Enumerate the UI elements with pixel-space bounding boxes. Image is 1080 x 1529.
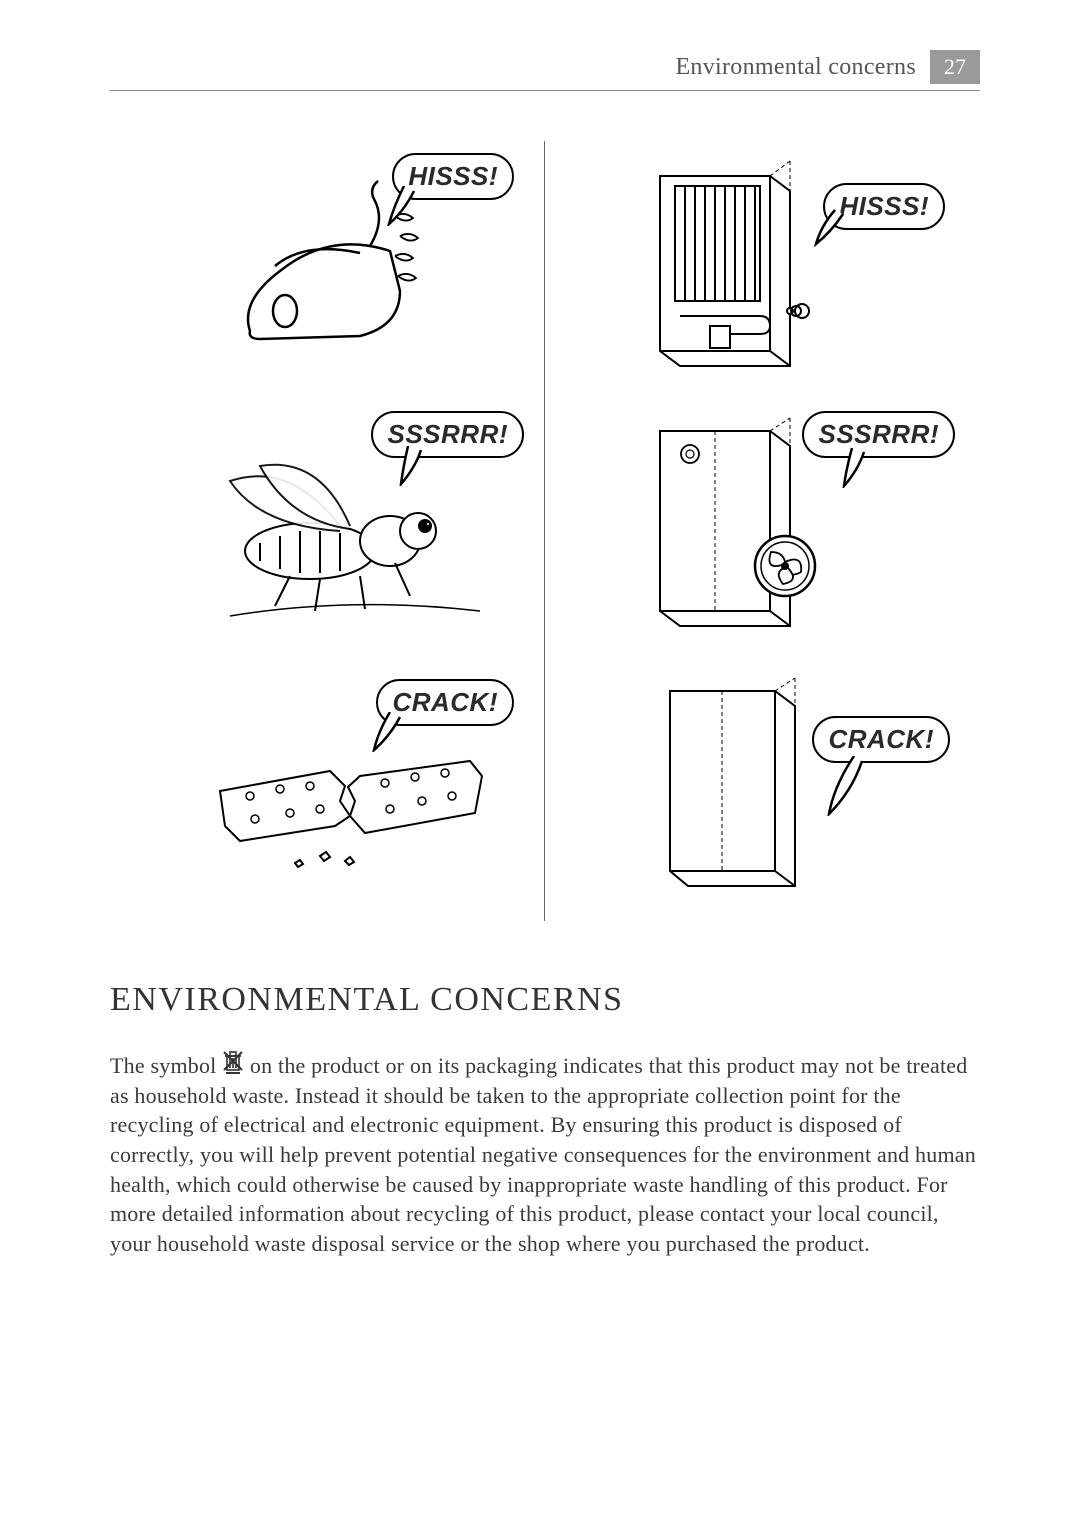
cell-fridge-sssrrr: SSSRRR! <box>545 401 935 661</box>
fly-icon <box>200 431 500 631</box>
cell-iron-hisss: HISSS! <box>155 141 545 401</box>
page-header: Environmental concerns 27 <box>110 50 980 91</box>
speech-bubble-sssrrr: SSSRRR! <box>371 411 524 458</box>
sound-diagrams-grid: HISSS! <box>155 141 935 921</box>
cell-fly-sssrrr: SSSRRR! <box>155 401 545 661</box>
speech-bubble-crack: CRACK! <box>376 679 514 726</box>
cell-cracker-crack: CRACK! <box>155 661 545 921</box>
bubble-text: CRACK! <box>828 724 934 754</box>
cell-fridge-crack: CRACK! <box>545 661 935 921</box>
body-text-after: on the product or on its packaging indic… <box>110 1053 976 1256</box>
body-text-before: The symbol <box>110 1053 222 1078</box>
speech-bubble-sssrrr-fridge: SSSRRR! <box>802 411 955 458</box>
speech-bubble-crack-fridge: CRACK! <box>812 716 950 763</box>
fridge-plain-icon <box>630 676 850 906</box>
speech-bubble-hisss: HISSS! <box>392 153 514 200</box>
cell-fridge-hisss: HISSS! <box>545 141 935 401</box>
page-number: 27 <box>930 50 980 84</box>
bubble-text: SSSRRR! <box>387 419 508 449</box>
fridge-back-icon <box>620 156 860 386</box>
header-title: Environmental concerns <box>675 54 916 81</box>
speech-bubble-hisss-fridge: HISSS! <box>823 183 945 230</box>
body-paragraph: The symbol on the product or on its pack… <box>110 1049 980 1259</box>
cracker-icon <box>200 701 500 881</box>
bubble-text: SSSRRR! <box>818 419 939 449</box>
section-heading: ENVIRONMENTAL CONCERNS <box>110 981 980 1019</box>
weee-bin-icon <box>222 1049 244 1075</box>
